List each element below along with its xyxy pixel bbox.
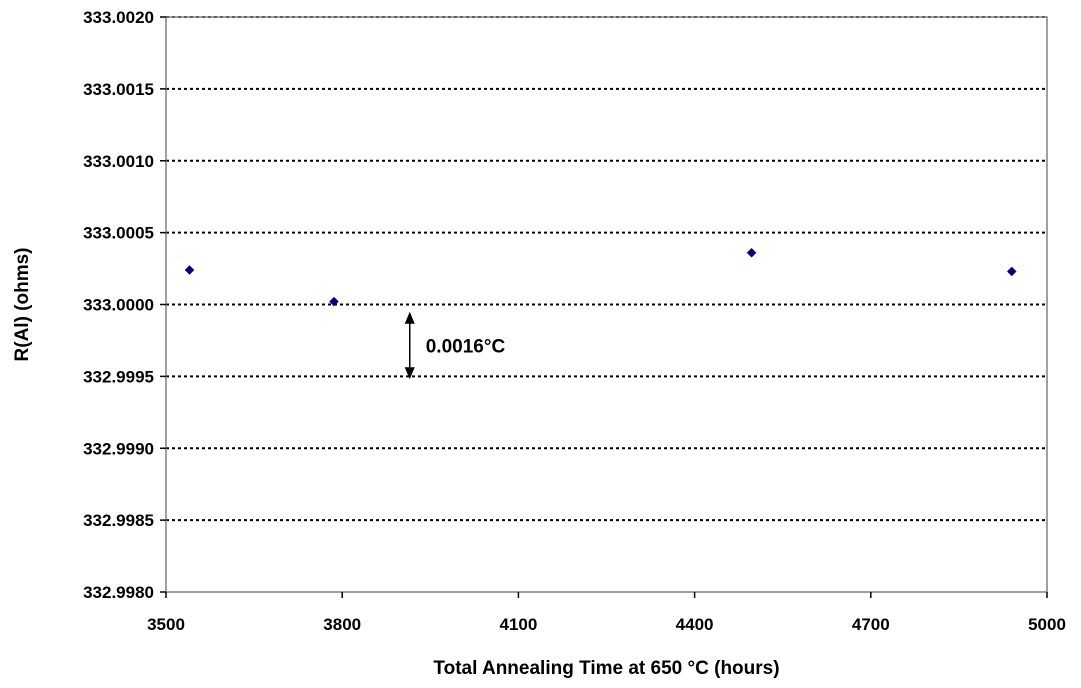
y-tick-label: 332.9985 (83, 511, 154, 530)
x-axis-title: Total Annealing Time at 650 °C (hours) (433, 658, 779, 679)
data-point-diamond (1006, 266, 1017, 277)
y-tick-label: 333.0000 (83, 296, 154, 315)
grid-lines (166, 16, 1047, 522)
x-tick-label: 4100 (499, 615, 537, 634)
data-point-diamond (329, 296, 339, 307)
data-point-diamond (746, 247, 757, 258)
annotation-label: 0.0016°C (426, 336, 506, 357)
y-tick-label: 333.0005 (83, 224, 154, 243)
x-tick-label: 3800 (323, 615, 361, 634)
x-tick-label: 4700 (852, 615, 890, 634)
data-point-diamond (184, 265, 195, 275)
y-tick-label: 333.0015 (83, 80, 154, 99)
x-tick-label: 5000 (1028, 615, 1066, 634)
y-tick-label: 333.0010 (83, 152, 154, 171)
data-points (184, 247, 1017, 307)
annotation-layer: 0.0016°C (404, 311, 506, 380)
y-tick-label: 332.9995 (83, 367, 154, 386)
annotation-arrowhead-up (404, 311, 415, 324)
y-axis-title: R(Al) (ohms) (12, 248, 33, 362)
y-tick-label: 332.9990 (83, 439, 154, 458)
x-tick-label: 3500 (147, 615, 185, 634)
y-axis-ticks: 332.9980 332.9985 332.9990 332.9995 333.0000… (83, 8, 166, 602)
y-tick-label: 333.0020 (83, 8, 154, 27)
y-tick-label: 332.9980 (83, 583, 154, 602)
annotation-arrowhead-down (404, 367, 415, 380)
x-tick-label: 4400 (676, 615, 714, 634)
x-axis-ticks: 3500 3800 4100 4400 4700 5000 (147, 592, 1066, 634)
